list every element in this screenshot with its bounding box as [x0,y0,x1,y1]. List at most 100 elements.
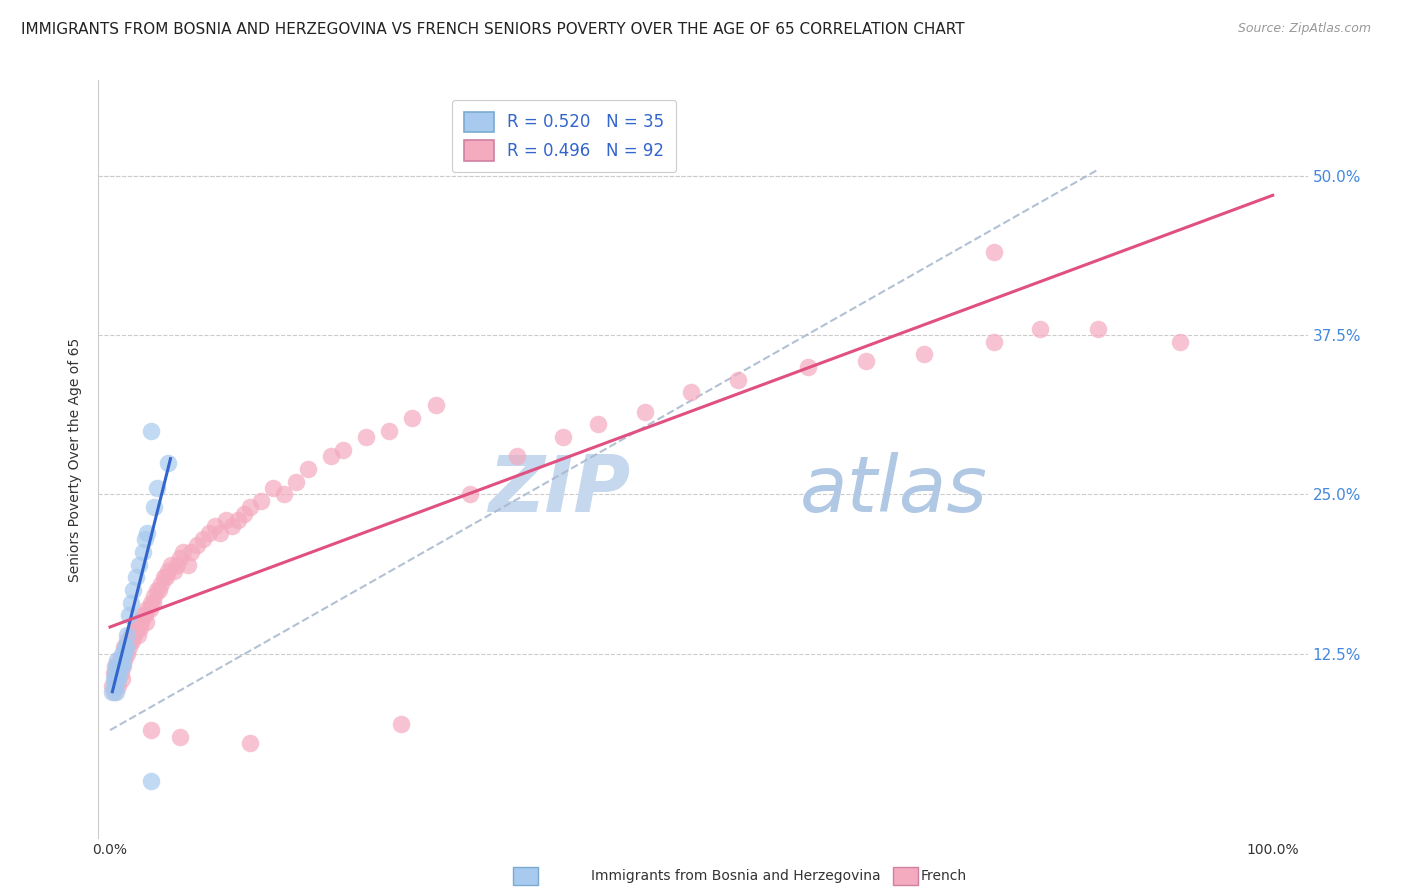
Point [136,525,159,540]
Point [139,424,162,438]
Point [105,653,128,667]
Legend: R = 0.520   N = 35, R = 0.496   N = 92: R = 0.520 N = 35, R = 0.496 N = 92 [453,100,676,172]
Point [101,685,124,699]
Point [115,640,138,655]
Point [332,442,354,457]
Point [250,493,273,508]
Point [118,640,141,655]
Point [107,672,129,686]
Point [101,679,124,693]
Point [148,582,170,597]
Point [110,665,132,680]
Text: IMMIGRANTS FROM BOSNIA AND HERZEGOVINA VS FRENCH SENIORS POVERTY OVER THE AGE OF: IMMIGRANTS FROM BOSNIA AND HERZEGOVINA V… [21,22,965,37]
Point [319,449,342,463]
Point [104,672,127,686]
Point [120,627,142,641]
Point [108,653,131,667]
Point [139,596,162,610]
Point [155,570,177,584]
Point [152,570,174,584]
Point [118,608,141,623]
Point [105,672,128,686]
Point [110,659,132,673]
Point [389,716,412,731]
Point [159,558,181,572]
Point [107,665,129,680]
Point [111,653,134,667]
Point [104,665,127,680]
Point [681,385,703,400]
Point [145,582,167,597]
Point [912,347,935,361]
Point [262,481,284,495]
Y-axis label: Seniors Poverty Over the Age of 65: Seniors Poverty Over the Age of 65 [69,337,83,582]
Point [157,564,180,578]
Point [124,627,146,641]
Point [139,723,162,738]
Point [131,608,153,623]
Point [127,627,149,641]
Point [191,532,214,546]
Point [135,615,157,629]
Text: French: French [921,869,967,883]
Point [118,634,141,648]
Point [134,608,156,623]
Point [103,665,125,680]
Point [128,558,150,572]
Text: Immigrants from Bosnia and Herzegovina: Immigrants from Bosnia and Herzegovina [591,869,880,883]
Point [121,634,143,648]
Point [169,551,191,566]
Point [150,576,173,591]
Point [166,558,188,572]
Point [120,596,142,610]
Point [107,659,129,673]
Point [796,359,818,374]
Point [131,545,153,559]
Point [131,615,153,629]
Point [177,558,200,572]
Point [129,621,152,635]
Point [128,615,150,629]
Point [139,774,162,789]
Point [460,487,482,501]
Point [112,640,135,655]
Point [115,640,138,655]
Point [104,659,127,673]
Point [273,487,295,501]
Point [103,672,125,686]
Point [221,519,243,533]
Point [114,647,136,661]
Point [134,532,156,546]
Point [122,582,145,597]
Point [285,475,308,489]
Point [111,647,134,661]
Point [297,462,319,476]
Point [111,659,134,673]
Point [172,545,194,559]
Point [112,647,135,661]
Point [209,525,232,540]
Point [105,665,128,680]
Point [145,481,167,495]
Point [114,640,136,655]
Point [354,430,377,444]
Point [103,679,125,693]
Point [1087,322,1109,336]
Point [103,685,125,699]
Point [104,685,127,699]
Point [111,672,134,686]
Point [239,500,262,515]
Point [169,730,191,744]
Point [124,621,146,635]
Point [226,513,249,527]
Point [727,373,749,387]
Point [157,456,180,470]
Point [198,525,221,540]
Point [204,519,226,533]
Point [425,398,447,412]
Point [108,665,131,680]
Point [143,590,166,604]
Point [136,602,159,616]
Point [215,513,238,527]
Point [378,424,401,438]
